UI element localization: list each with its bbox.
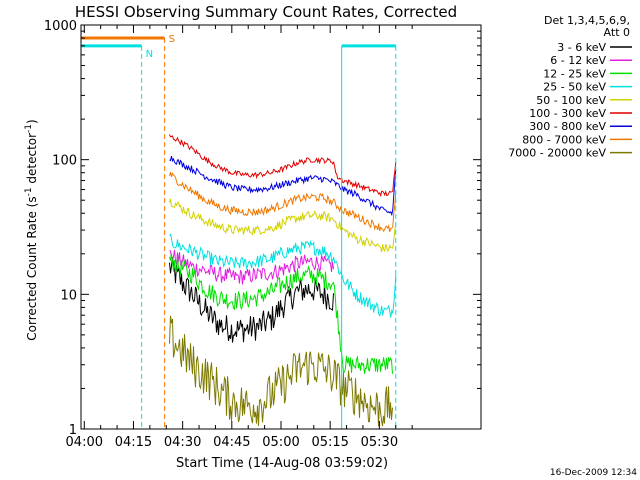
legend-label-7: 300 - 800 keV (529, 120, 606, 133)
x-tick-label: 04:00 (66, 435, 103, 450)
series-line-4 (169, 233, 397, 318)
series-line-6 (169, 134, 397, 198)
legend-label-3: 12 - 25 keV (543, 67, 606, 80)
y-tick-label: 1000 (44, 19, 77, 34)
y-axis-label: Corrected Count Rate (s-1 detector-1) (24, 119, 39, 340)
footer-date: 16-Dec-2009 12:34 (550, 468, 637, 478)
x-axis-label: Start Time (14-Aug-08 03:59:02) (176, 456, 388, 471)
y-tick-label: 1 (69, 423, 77, 438)
x-tick-label: 04:45 (213, 435, 250, 450)
x-tick-label: 04:15 (115, 435, 152, 450)
legend-label-2: 6 - 12 keV (550, 54, 606, 67)
legend-label-1: 3 - 6 keV (557, 41, 606, 54)
chart-title: HESSI Observing Summary Count Rates, Cor… (75, 3, 457, 21)
n-flag-label: N (146, 49, 153, 60)
legend-label-8: 800 - 7000 keV (522, 133, 606, 146)
series-line-1 (169, 257, 334, 343)
x-tick-label: 05:30 (361, 435, 398, 450)
series-line-3 (169, 253, 393, 375)
legend-label-9: 7000 - 20000 keV (508, 147, 606, 160)
series-line-8 (169, 171, 397, 233)
legend-header-line: Att 0 (604, 26, 630, 39)
series-line-7 (169, 155, 397, 217)
y-tick-label: 100 (52, 154, 77, 169)
s-flag-label: S (169, 34, 175, 45)
series-line-9 (169, 315, 393, 427)
x-tick-label: 05:00 (262, 435, 299, 450)
series-line-5 (169, 198, 397, 253)
legend-header-line: Det 1,3,4,5,6,9, (544, 14, 630, 27)
legend-label-6: 100 - 300 keV (529, 107, 606, 120)
legend-label-4: 25 - 50 keV (543, 81, 606, 94)
x-tick-label: 04:30 (164, 435, 201, 450)
x-tick-label: 05:15 (311, 435, 348, 450)
series-line-2 (169, 249, 334, 285)
plot-frame (80, 24, 482, 430)
legend-label-5: 50 - 100 keV (536, 94, 606, 107)
y-tick-label: 10 (60, 288, 77, 303)
